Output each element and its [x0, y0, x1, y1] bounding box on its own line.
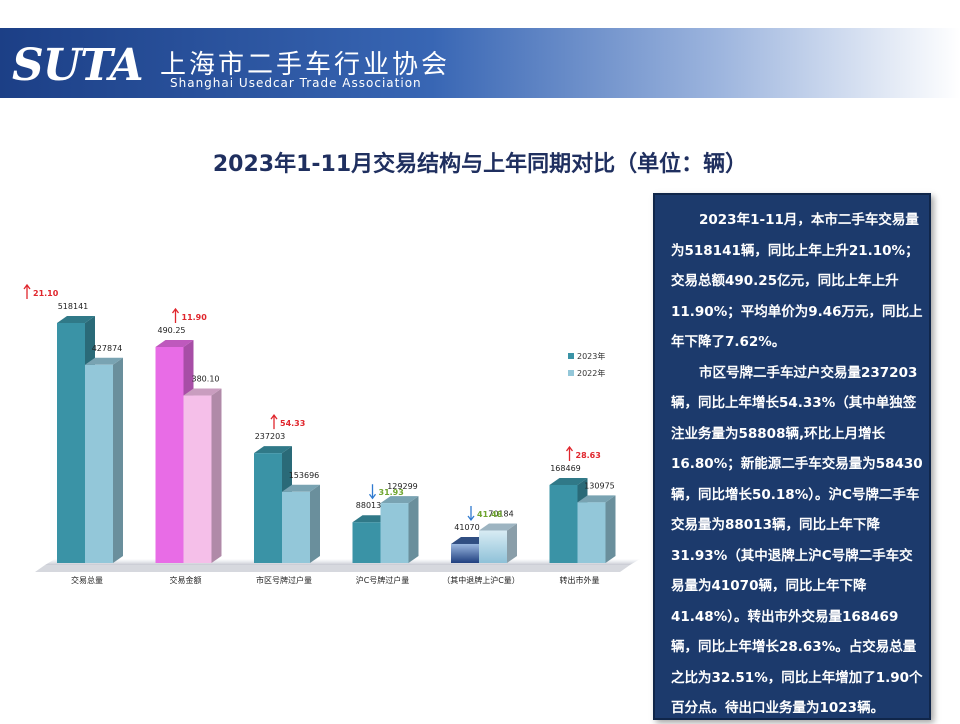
change-label-1: 11.90: [182, 313, 208, 322]
category-label-3: 沪C号牌过户量: [356, 575, 410, 585]
change-label-3: 31.93: [379, 488, 404, 497]
bar-2022-3: [380, 496, 419, 563]
legend-label-2022: 2022年: [577, 368, 605, 378]
change-label-5: 28.63: [576, 451, 601, 460]
value-label-2022-1: 380.10: [192, 375, 220, 384]
down-arrow-icon: [368, 484, 377, 500]
bar-chart: 518141 427874 21.10 交易总量 490.25 380.10 11.90 交易…: [23, 283, 640, 585]
association-name-cn: 上海市二手车行业协会: [160, 50, 451, 80]
category-label-4: （其中退牌上沪C量）: [442, 575, 520, 585]
up-arrow-icon: [270, 414, 278, 430]
bar-2022-5: [577, 495, 616, 563]
bar-2022-1: [183, 388, 222, 563]
bar-2022-0: [85, 357, 123, 563]
value-label-2023-5: 168469: [550, 464, 581, 473]
header-banner: SUTA 上海市二手车行业协会 Shanghai Usedcar Trade A…: [0, 28, 960, 98]
change-label-2: 54.33: [280, 419, 305, 428]
legend-swatch-2022: [568, 370, 574, 376]
category-label-0: 交易总量: [71, 575, 103, 585]
value-label-2023-0: 518141: [58, 302, 89, 311]
summary-paragraph-2: 市区号牌二手车过户交易量237203辆，同比上年增长54.33%（其中单独签注业…: [671, 364, 923, 717]
up-arrow-icon: [565, 445, 574, 461]
up-arrow-icon: [23, 283, 31, 299]
value-label-2022-5: 130975: [584, 481, 615, 490]
summary-panel: 2023年1-11月，本市二手车交易量为518141辆，同比上年上升21.10%…: [653, 193, 931, 720]
category-label-1: 交易金额: [170, 575, 202, 585]
value-label-2023-1: 490.25: [158, 326, 186, 335]
summary-paragraph-1: 2023年1-11月，本市二手车交易量为518141辆，同比上年上升21.10%…: [671, 212, 923, 350]
suta-logo: SUTA: [12, 40, 144, 91]
value-label-2023-2: 237203: [255, 432, 286, 441]
category-label-5: 转出市外量: [560, 575, 600, 585]
chart-floor: [35, 565, 630, 572]
down-arrow-icon: [467, 505, 475, 522]
value-label-2022-4: 70184: [488, 509, 513, 518]
value-label-2022-0: 427874: [92, 344, 123, 353]
page-title: 2023年1-11月交易结构与上年同期对比（单位：辆）: [212, 152, 748, 177]
up-arrow-icon: [171, 307, 180, 323]
legend-label-2023: 2023年: [577, 351, 605, 361]
bar-2022-2: [282, 484, 320, 563]
category-label-2: 市区号牌过户量: [256, 575, 312, 585]
value-label-2023-4: 41070: [454, 523, 479, 532]
change-label-0: 21.10: [33, 289, 59, 298]
value-label-2023-3: 88013: [356, 501, 381, 510]
association-name-en: Shanghai Usedcar Trade Association: [170, 76, 422, 90]
bar-2022-4: [479, 523, 517, 563]
change-label-4: 41.48: [477, 510, 503, 519]
legend-swatch-2023: [568, 353, 574, 359]
value-label-2022-2: 153696: [289, 471, 320, 480]
chart-legend: 2023年 2022年: [568, 351, 605, 378]
value-label-2022-3: 129299: [387, 482, 418, 491]
summary-text: 2023年1-11月，本市二手车交易量为518141辆，同比上年上升21.10%…: [655, 195, 929, 724]
